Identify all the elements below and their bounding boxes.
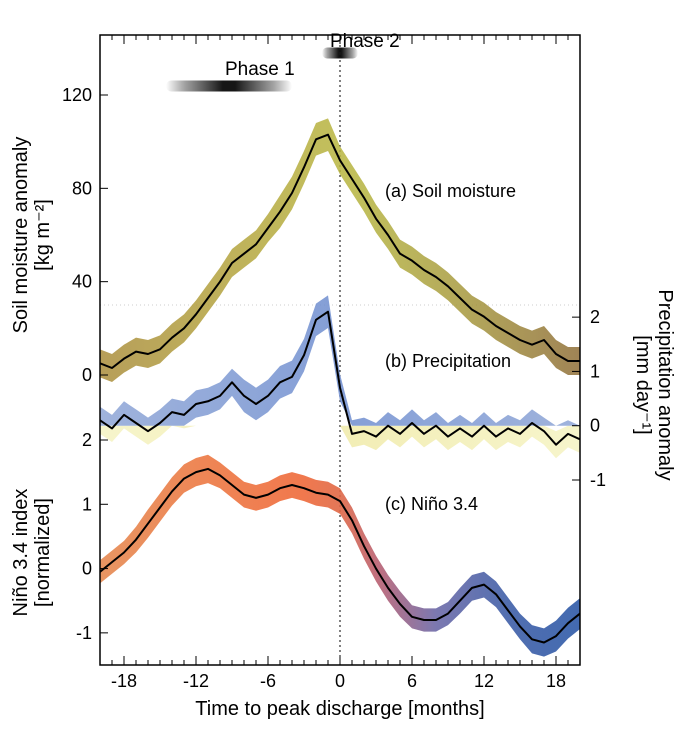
- x-tick-label: 0: [335, 671, 345, 691]
- left_axis_lower-tick-label: 1: [82, 494, 92, 514]
- x-axis-label: Time to peak discharge [months]: [195, 698, 484, 720]
- annotation: (c) Niño 3.4: [385, 494, 478, 514]
- right-axis-tick-label: -1: [590, 470, 606, 490]
- right-axis-tick-label: 2: [590, 307, 600, 327]
- phase-bar-1: [166, 81, 292, 92]
- left_axis_upper-tick-label: 40: [72, 272, 92, 292]
- annotation: Phase 1: [225, 59, 295, 80]
- composite-chart: -18-12-6061218Time to peak discharge [mo…: [0, 0, 675, 741]
- x-tick-label: 12: [474, 671, 494, 691]
- annotation: (a) Soil moisture: [385, 181, 516, 201]
- right-axis-tick-label: 1: [590, 361, 600, 381]
- x-tick-label: -6: [260, 671, 276, 691]
- x-tick-label: 18: [546, 671, 566, 691]
- left_axis_upper-tick-label: 0: [82, 365, 92, 385]
- x-tick-label: -18: [111, 671, 137, 691]
- left_axis_upper-tick-label: 120: [62, 85, 92, 105]
- x-tick-label: 6: [407, 671, 417, 691]
- left_axis_upper-tick-label: 80: [72, 178, 92, 198]
- x-tick-label: -12: [183, 671, 209, 691]
- left_axis_lower-tick-label: -1: [76, 623, 92, 643]
- annotation: Phase 2: [330, 31, 400, 52]
- annotation: (b) Precipitation: [385, 351, 511, 371]
- left_axis_lower-tick-label: 2: [82, 430, 92, 450]
- right-axis-tick-label: 0: [590, 416, 600, 436]
- left-axis-lower-label: Niño 3.4 index[normalized]: [10, 489, 54, 617]
- left_axis_lower-tick-label: 0: [82, 559, 92, 579]
